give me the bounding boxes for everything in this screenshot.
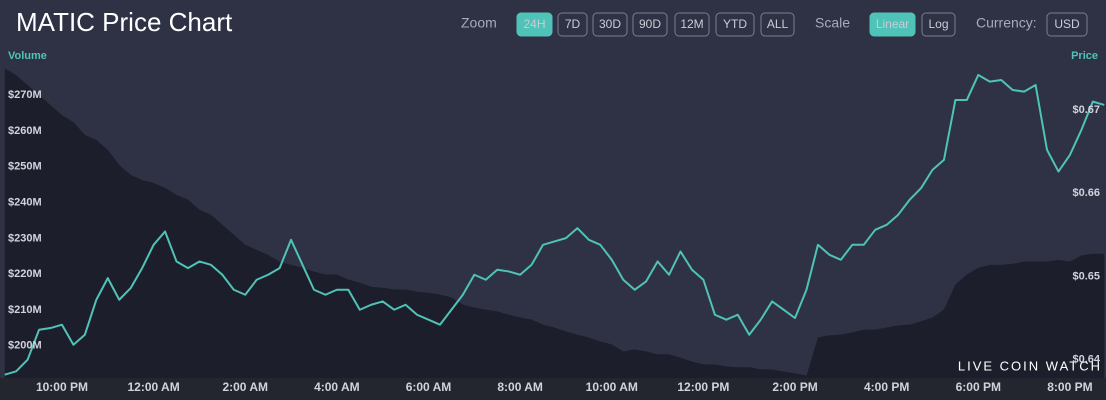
watermark: LIVE COIN WATCH <box>958 358 1102 373</box>
control-button-label[interactable]: 7D <box>565 17 581 31</box>
x-tick-label: 4:00 AM <box>314 380 360 394</box>
y2-tick-label: $0.66 <box>1072 187 1100 199</box>
control-button[interactable] <box>557 12 588 37</box>
control-button-label[interactable]: YTD <box>723 17 747 31</box>
control-label: Zoom <box>461 15 497 31</box>
x-tick-label: 6:00 AM <box>406 380 452 394</box>
control-button[interactable] <box>760 12 795 37</box>
y-tick-label: $220M <box>8 268 42 280</box>
control-button[interactable] <box>632 12 668 37</box>
y-tick-label: $230M <box>8 232 42 244</box>
x-axis-band <box>0 378 1106 400</box>
x-tick-label: 12:00 PM <box>677 380 729 394</box>
control-button[interactable] <box>516 12 553 37</box>
x-tick-label: 10:00 PM <box>36 380 88 394</box>
control-button[interactable] <box>869 12 916 37</box>
x-tick-label: 6:00 PM <box>956 380 1001 394</box>
y-tick-label: $260M <box>8 125 42 137</box>
y-axis-label: Volume <box>8 50 47 62</box>
y-tick-label: $210M <box>8 304 42 316</box>
x-tick-label: 8:00 AM <box>497 380 543 394</box>
plot <box>4 68 1105 378</box>
x-tick-label: 2:00 PM <box>772 380 817 394</box>
control-button-label[interactable]: Log <box>928 17 948 31</box>
x-tick-label: 8:00 PM <box>1047 380 1092 394</box>
control-button-label[interactable]: 12M <box>680 17 703 31</box>
x-tick-label: 12:00 AM <box>127 380 179 394</box>
x-tick-label: 10:00 AM <box>586 380 638 394</box>
x-tick-label: 4:00 PM <box>864 380 909 394</box>
y2-tick-label: $0.67 <box>1072 104 1100 116</box>
control-button-label[interactable]: 90D <box>639 17 661 31</box>
y2-tick-label: $0.64 <box>1072 354 1100 366</box>
control-button[interactable] <box>921 12 956 37</box>
volume-area <box>4 68 1105 378</box>
control-button-label[interactable]: 24H <box>523 17 545 31</box>
control-label: Scale <box>815 15 850 31</box>
control-button[interactable] <box>592 12 628 37</box>
y-tick-label: $200M <box>8 340 42 352</box>
control-button[interactable] <box>715 12 755 37</box>
chart-title: MATIC Price Chart <box>16 7 233 37</box>
control-button[interactable] <box>1046 12 1088 37</box>
control-button-label[interactable]: Linear <box>876 17 909 31</box>
control-button-label[interactable]: USD <box>1054 17 1080 31</box>
y2-tick-label: $0.65 <box>1072 270 1100 282</box>
y2-axis-label: Price <box>1071 50 1098 62</box>
control-label: Currency: <box>976 15 1037 31</box>
control-button-label[interactable]: 30D <box>599 17 621 31</box>
control-button[interactable] <box>674 12 710 37</box>
y-tick-label: $270M <box>8 89 42 101</box>
y-tick-label: $250M <box>8 161 42 173</box>
x-tick-label: 2:00 AM <box>222 380 268 394</box>
price-line <box>4 73 1105 376</box>
controls: Zoom 24H 7D 30D 90D 12M YTD ALL Scale Linear Log Cu… <box>461 12 1088 37</box>
control-button-label[interactable]: ALL <box>767 17 789 31</box>
y-tick-label: $240M <box>8 196 42 208</box>
